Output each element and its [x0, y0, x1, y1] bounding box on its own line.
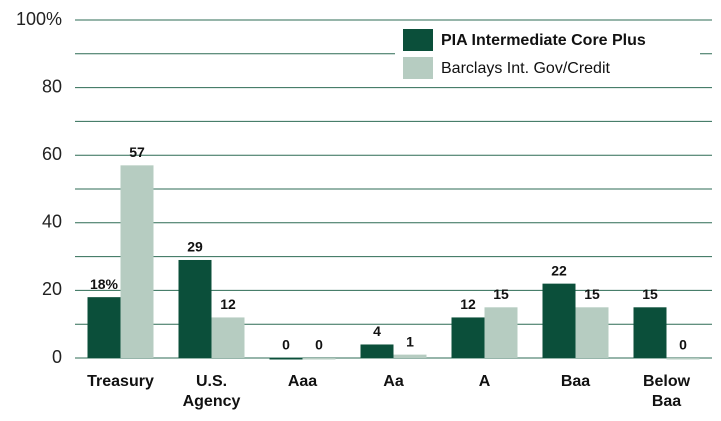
data-label: 0	[282, 337, 290, 353]
data-label: 0	[315, 337, 323, 353]
x-tick-label: A	[478, 373, 491, 390]
data-label: 0	[679, 337, 687, 353]
bar	[269, 358, 303, 360]
y-tick-label: 60	[42, 144, 62, 164]
data-label: 12	[460, 296, 476, 312]
data-label: 22	[551, 262, 567, 278]
bar	[178, 259, 212, 358]
x-tick-label: U.S. Agency	[182, 373, 241, 410]
bar	[211, 317, 245, 358]
bar	[451, 317, 485, 358]
legend-swatch	[403, 57, 433, 79]
x-tick-label: Aa	[383, 373, 404, 390]
bar	[575, 307, 609, 358]
data-label: 15	[493, 286, 509, 302]
data-label: 29	[187, 239, 203, 255]
data-label: 15	[642, 286, 658, 302]
data-label: 57	[129, 144, 145, 160]
data-label: 12	[220, 296, 236, 312]
bar	[633, 307, 667, 358]
y-tick-label: 40	[42, 212, 62, 232]
bar	[666, 358, 700, 360]
data-label: 18%	[90, 276, 119, 292]
legend-box	[395, 25, 700, 83]
bar	[542, 283, 576, 358]
bar	[360, 344, 394, 358]
legend-swatch	[403, 29, 433, 51]
x-tick-label: Aaa	[287, 373, 318, 390]
y-tick-label: 100%	[16, 9, 62, 29]
bar	[302, 358, 336, 360]
bar	[484, 307, 518, 358]
x-tick-label: Below Baa	[642, 373, 691, 410]
legend-label: Barclays Int. Gov/Credit	[441, 60, 611, 77]
y-tick-label: 80	[42, 76, 62, 96]
data-label: 15	[584, 286, 600, 302]
bar	[393, 354, 427, 358]
y-tick-label: 0	[52, 347, 62, 367]
data-label: 4	[373, 323, 381, 339]
x-tick-label: Baa	[560, 373, 591, 390]
bar	[87, 297, 121, 358]
x-tick-label: Treasury	[87, 373, 154, 390]
bar	[120, 165, 154, 358]
legend-label: PIA Intermediate Core Plus	[441, 32, 646, 49]
data-label: 1	[406, 333, 414, 349]
y-tick-label: 20	[42, 279, 62, 299]
